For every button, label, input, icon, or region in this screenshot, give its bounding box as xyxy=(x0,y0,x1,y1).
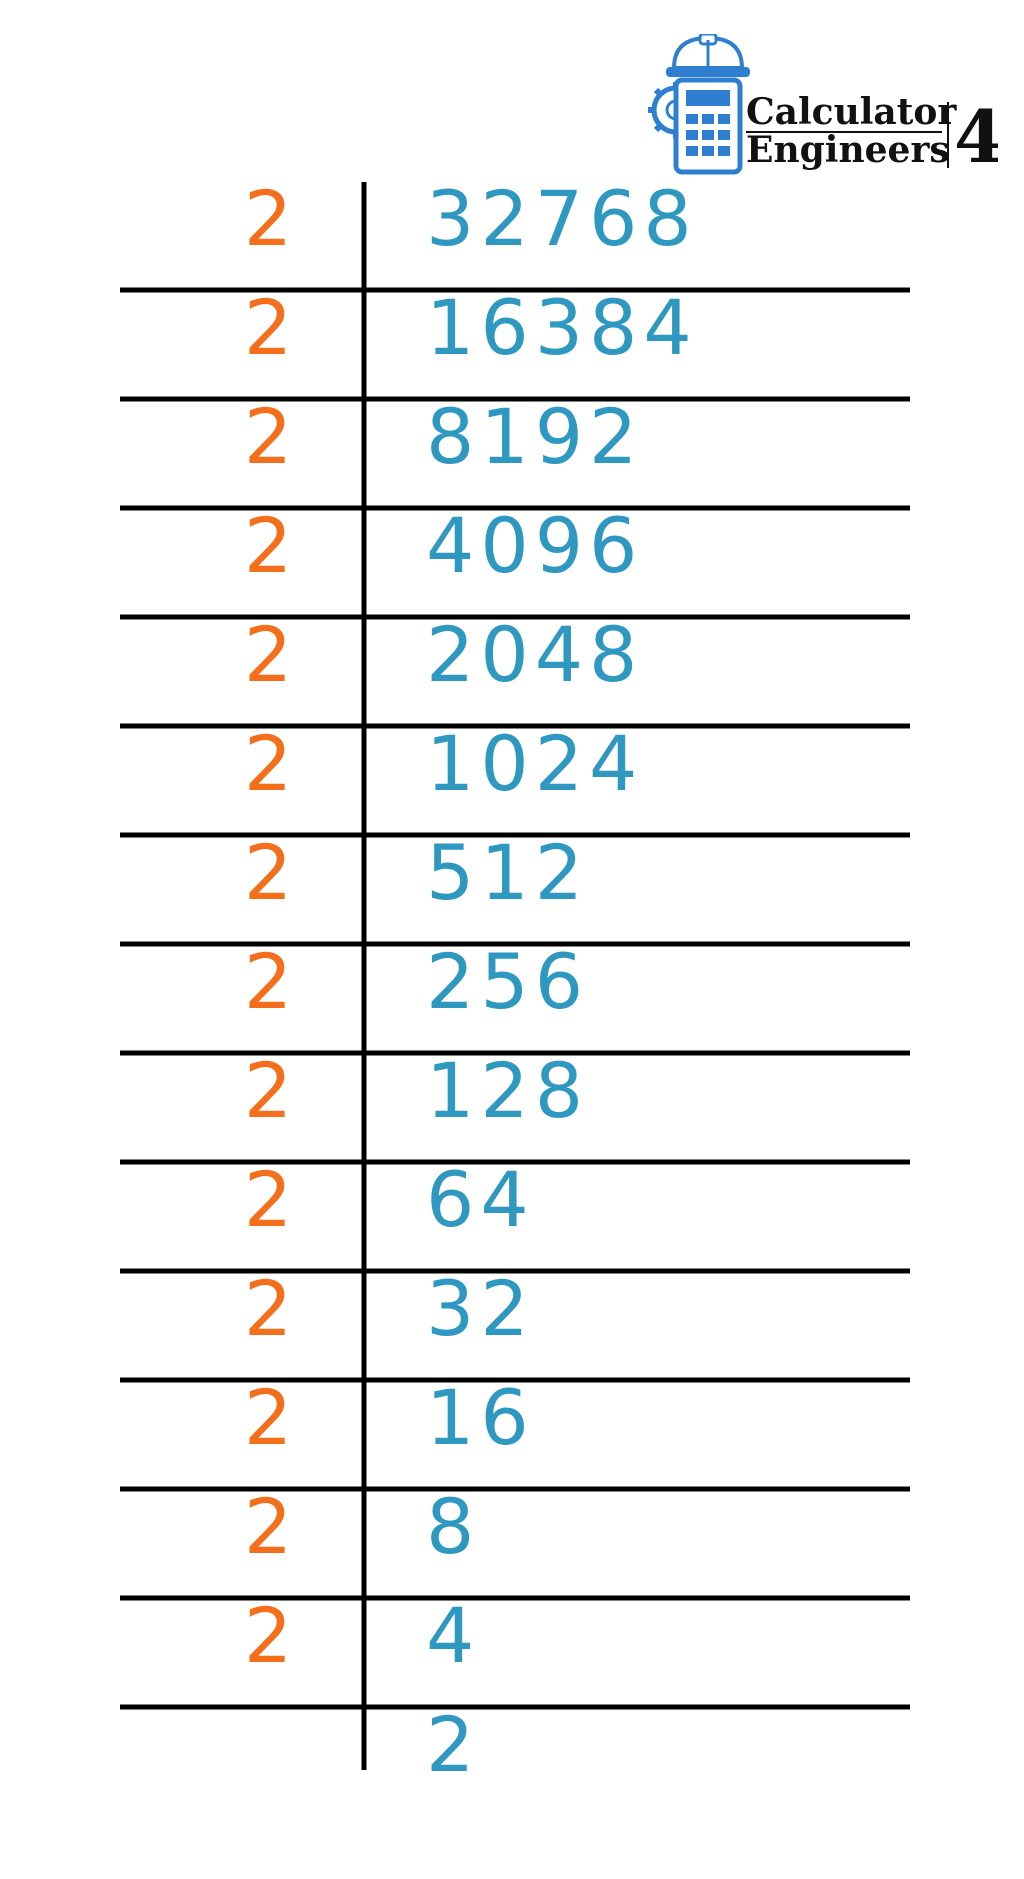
quotient-10: 32 xyxy=(426,1264,535,1353)
divisor-0: 2 xyxy=(244,174,292,263)
divisor-1: 2 xyxy=(244,283,292,372)
divisor-5: 2 xyxy=(244,719,292,808)
quotient-0: 32768 xyxy=(426,174,698,263)
divisor-11: 2 xyxy=(244,1373,292,1462)
quotient-7: 256 xyxy=(426,937,589,1026)
quotient-8: 128 xyxy=(426,1046,589,1135)
divisor-6: 2 xyxy=(244,828,292,917)
quotient-11: 16 xyxy=(426,1373,535,1462)
quotient-1: 16384 xyxy=(426,283,698,372)
quotient-5: 1024 xyxy=(426,719,643,808)
divisor-4: 2 xyxy=(244,610,292,699)
quotient-9: 64 xyxy=(426,1155,535,1244)
quotient-2: 8192 xyxy=(426,392,643,481)
quotient-13: 4 xyxy=(426,1591,480,1680)
ladder-rows: 2 32768 2 16384 2 8192 2 4096 2 2048 2 1024 2 512 2 256… xyxy=(120,174,910,1789)
logo-text-4: 4 xyxy=(954,94,998,176)
divisor-13: 2 xyxy=(244,1591,292,1680)
quotient-14: 2 xyxy=(426,1700,480,1789)
divisor-3: 2 xyxy=(244,501,292,590)
divisor-7: 2 xyxy=(244,937,292,1026)
calculator4engineers-logo: Calculator Engineers 4 xyxy=(648,34,998,176)
divisor-12: 2 xyxy=(244,1482,292,1571)
logo-text-engineers: Engineers xyxy=(746,129,950,171)
logo-text-calculator: Calculator xyxy=(746,91,957,133)
divisor-9: 2 xyxy=(244,1155,292,1244)
quotient-3: 4096 xyxy=(426,501,643,590)
quotient-6: 512 xyxy=(426,828,589,917)
divisor-8: 2 xyxy=(244,1046,292,1135)
quotient-12: 8 xyxy=(426,1482,480,1571)
divisor-10: 2 xyxy=(244,1264,292,1353)
divisor-2: 2 xyxy=(244,392,292,481)
calculator-hardhat-gear-icon xyxy=(648,34,750,175)
quotient-4: 2048 xyxy=(426,610,643,699)
